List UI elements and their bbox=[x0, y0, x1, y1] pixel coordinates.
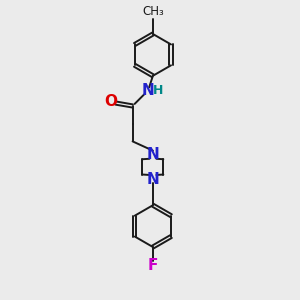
Text: O: O bbox=[104, 94, 117, 109]
Text: H: H bbox=[153, 84, 163, 98]
Text: CH₃: CH₃ bbox=[142, 5, 164, 18]
Text: N: N bbox=[146, 172, 159, 187]
Text: N: N bbox=[146, 147, 159, 162]
Text: N: N bbox=[141, 83, 154, 98]
Text: F: F bbox=[148, 257, 158, 272]
